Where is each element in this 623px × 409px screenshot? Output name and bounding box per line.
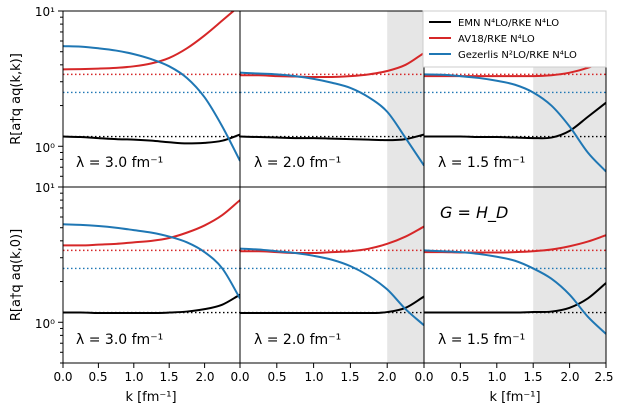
panel-label-bottom-left: λ = 3.0 fm⁻¹	[76, 332, 163, 348]
reference-lines-layer	[63, 73, 606, 314]
panel-label-bottom-middle: λ = 2.0 fm⁻¹	[254, 332, 341, 348]
x-tick-labels: 0.0 0.5 1.0 1.5 2.0 0.0 0.5 1.0 1.5 2.0 …	[53, 370, 613, 384]
legend-label-emn: EMN N⁴LO/RKE N⁴LO	[458, 18, 559, 29]
series-line-emn	[63, 293, 240, 315]
x-tick-label: 0.5	[267, 370, 286, 384]
series-line-emn	[424, 101, 606, 140]
x-tick-label: 2.5	[594, 370, 613, 384]
series-line-av18	[63, 199, 240, 247]
y-tick-label-top-1: 10⁰	[35, 141, 55, 155]
x-axis-label-right: k [fm⁻¹]	[489, 390, 540, 405]
x-tick-label: 0.5	[450, 370, 469, 384]
x-tick-label: 1.5	[159, 370, 178, 384]
y-tick-label-bottom-1: 10⁰	[35, 317, 55, 331]
y-axis-label-bottom: R[a†q aq(k,0)]	[9, 229, 24, 321]
legend-label-av18: AV18/RKE N⁴LO	[458, 34, 535, 45]
panel-frame	[423, 186, 607, 364]
x-tick-label: 1.0	[304, 370, 323, 384]
x-axis-label-left: k [fm⁻¹]	[125, 390, 176, 405]
x-tick-label: 2.0	[377, 370, 396, 384]
shaded-region	[387, 187, 424, 363]
y-tick-label-top-10: 10¹	[35, 5, 55, 19]
x-tick-label: 0.0	[414, 370, 433, 384]
series-line-av18	[240, 225, 424, 255]
panel-label-top-middle: λ = 2.0 fm⁻¹	[254, 155, 341, 171]
series-line-gezerlis	[240, 71, 424, 167]
legend: EMN N⁴LO/RKE N⁴LO AV18/RKE N⁴LO Gezerlis…	[422, 10, 607, 68]
series-line-gezerlis	[424, 73, 606, 173]
x-tick-label: 1.5	[523, 370, 542, 384]
series-line-gezerlis	[63, 45, 240, 162]
panel-label-top-right: λ = 1.5 fm⁻¹	[438, 155, 525, 171]
panel-label-top-left: λ = 3.0 fm⁻¹	[76, 155, 163, 171]
series-line-gezerlis	[240, 247, 424, 327]
series-line-emn	[424, 282, 606, 314]
x-tick-label: 0.0	[230, 370, 249, 384]
panel-label-bottom-right: λ = 1.5 fm⁻¹	[438, 332, 525, 348]
series-line-gezerlis	[63, 223, 240, 299]
shaded-region	[387, 11, 424, 187]
y-axis-label-top: R[a†q aq(k,k)]	[9, 53, 24, 145]
series-lines-layer	[63, 11, 606, 335]
x-tick-label: 0.0	[53, 370, 72, 384]
series-line-gezerlis	[424, 249, 606, 335]
x-tick-label: 1.0	[124, 370, 143, 384]
tick-marks-layer	[58, 10, 607, 368]
x-tick-label: 1.5	[340, 370, 359, 384]
annotation-g-equals-hd: G = H_D	[440, 203, 508, 223]
panel-frames-layer	[62, 10, 607, 364]
legend-label-gezerlis: Gezerlis N²LO/RKE N⁴LO	[458, 50, 577, 61]
series-line-emn	[63, 133, 240, 145]
series-line-av18	[63, 11, 236, 71]
series-line-emn	[240, 133, 424, 142]
series-line-emn	[240, 295, 424, 315]
x-tick-label: 2.0	[195, 370, 214, 384]
x-tick-label: 1.0	[487, 370, 506, 384]
y-tick-label-bottom-10: 10¹	[35, 181, 55, 195]
series-line-av18	[240, 52, 424, 79]
x-tick-label: 0.5	[88, 370, 107, 384]
x-tick-label: 2.0	[560, 370, 579, 384]
legend-box	[422, 10, 607, 68]
